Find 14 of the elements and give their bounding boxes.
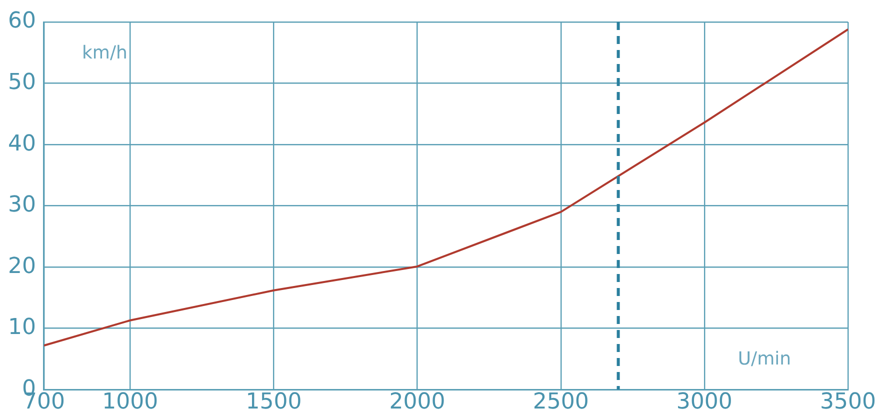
- x-tick-label: 1500: [246, 390, 302, 415]
- x-tick-label: 2500: [532, 390, 589, 415]
- x-tick-label: 3500: [820, 390, 876, 415]
- x-tick-label: 3000: [676, 390, 732, 415]
- x-axis-title: U/min: [738, 348, 792, 370]
- x-tick-label: 1000: [102, 390, 158, 415]
- y-tick-label: 30: [8, 192, 36, 218]
- y-tick-label: 50: [8, 70, 36, 95]
- y-tick-label: 60: [8, 8, 36, 34]
- y-axis-title: km/h: [82, 42, 128, 64]
- x-tick-label: 2000: [389, 390, 446, 415]
- y-tick-label: 10: [8, 315, 36, 340]
- y-tick-label: 40: [8, 131, 36, 156]
- y-tick-label: 20: [8, 254, 36, 279]
